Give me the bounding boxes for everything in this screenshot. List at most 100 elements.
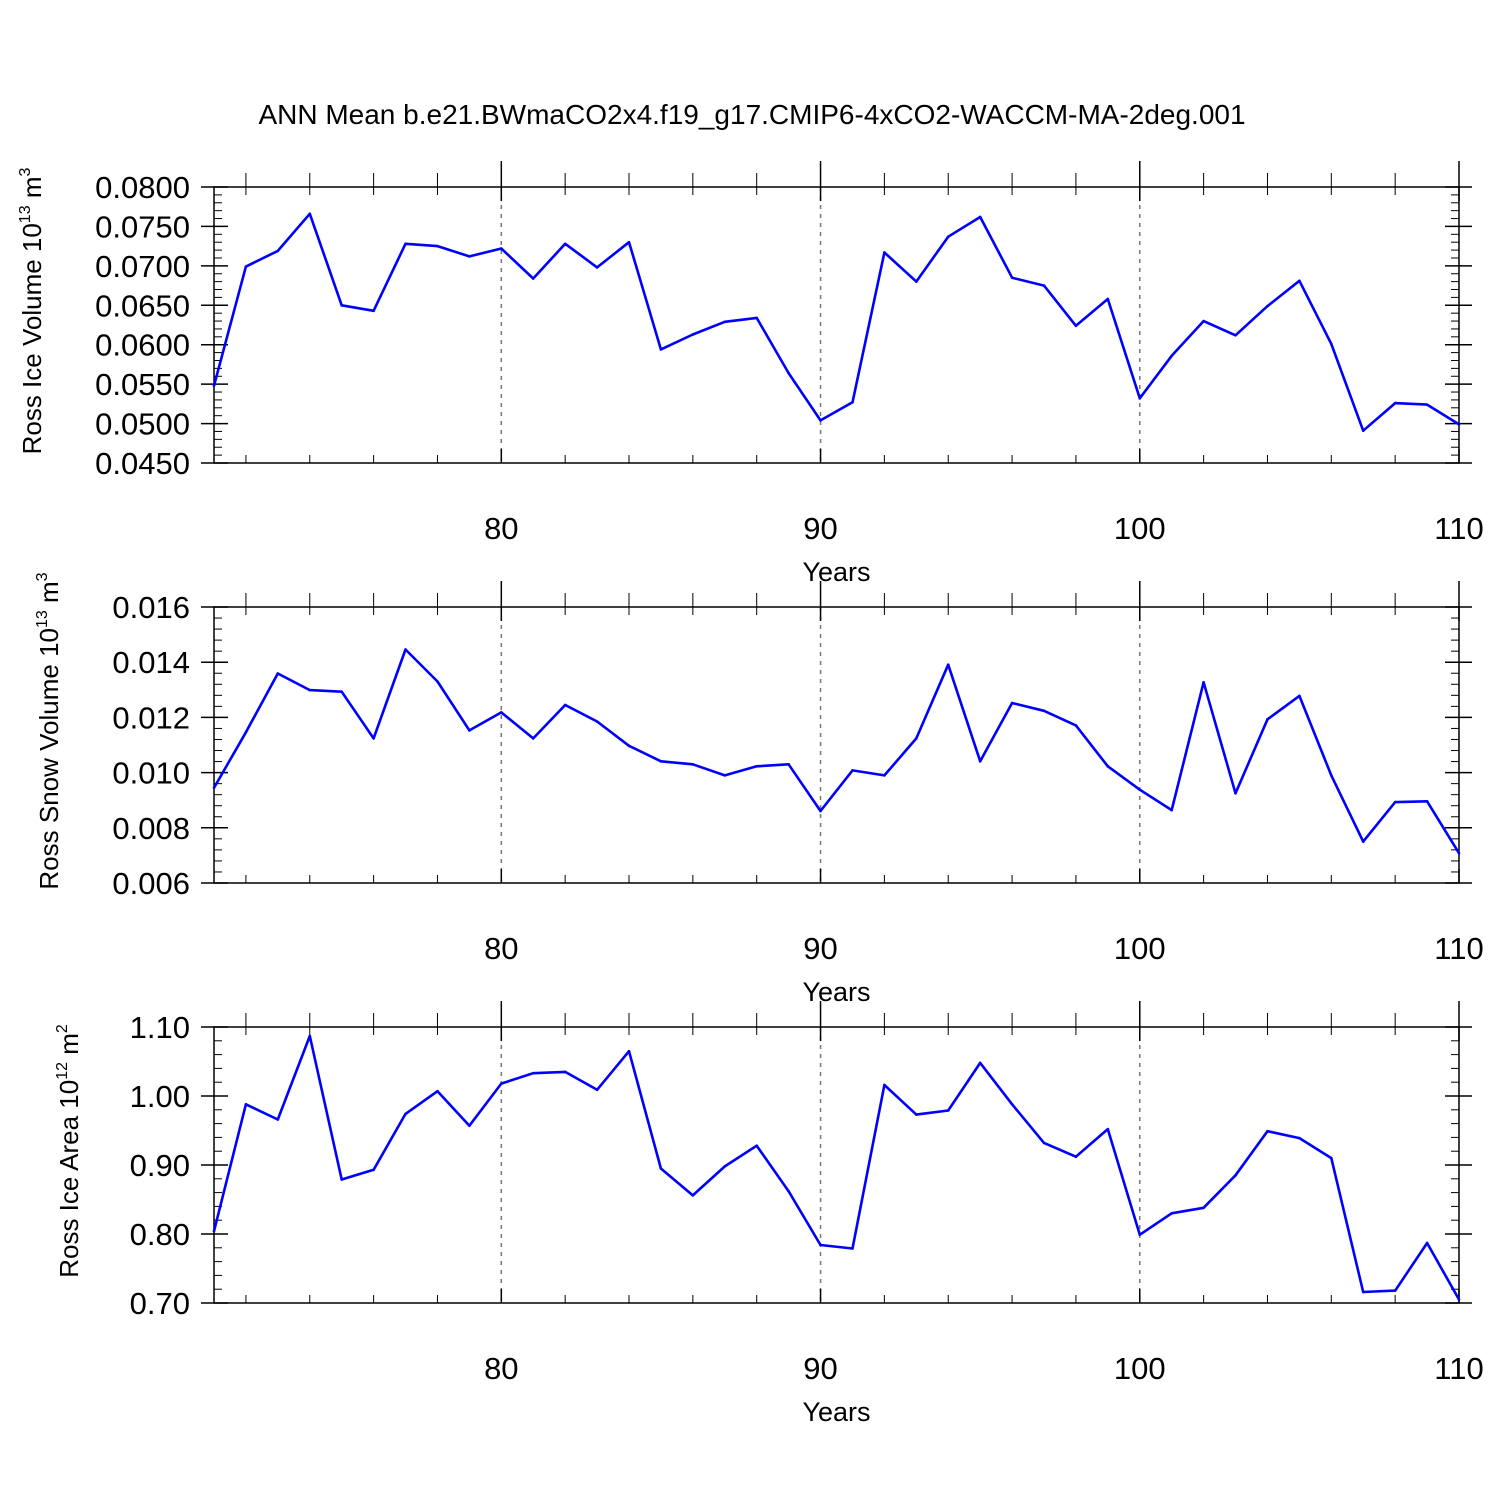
data-point <box>595 1088 599 1092</box>
data-point <box>531 277 535 280</box>
data-point <box>978 759 982 763</box>
x-axis-label: Years <box>802 977 870 1007</box>
data-point <box>436 680 439 683</box>
data-point <box>1234 1174 1237 1177</box>
data-point <box>372 1168 375 1172</box>
data-point <box>883 251 886 254</box>
data-point <box>468 255 471 258</box>
series-line <box>212 212 1460 433</box>
x-tick-label: 90 <box>803 511 837 546</box>
chart-panel-2: 0.006 0.008 0.010 0.012 0.014 0.016 80 90 100 110… <box>34 572 1484 1007</box>
data-point <box>340 1178 343 1181</box>
chart-panel-1: 0.0450 0.0500 0.0550 0.0600 0.0650 0.0700 0.07… <box>17 161 1484 587</box>
data-point <box>1042 709 1046 713</box>
y-axis-label: Ross Ice Volume 1013 m3 <box>17 167 47 454</box>
data-point <box>1202 1206 1205 1210</box>
data-point <box>1266 304 1269 308</box>
data-point <box>595 266 599 269</box>
data-point <box>755 1144 758 1147</box>
data-point <box>819 1243 822 1247</box>
data-point <box>691 763 695 766</box>
data-point <box>212 1229 216 1233</box>
data-point <box>627 240 631 244</box>
data-point <box>1330 342 1333 346</box>
y-tick-label: 0.0550 <box>95 367 190 402</box>
data-point <box>755 316 758 320</box>
data-point <box>436 244 439 248</box>
data-point <box>1457 851 1461 855</box>
data-point <box>1234 792 1237 795</box>
data-point <box>1170 354 1173 358</box>
data-point <box>212 384 216 388</box>
data-point <box>1106 764 1110 768</box>
y-tick-label: 0.008 <box>112 811 190 846</box>
y-tick-label: 0.0750 <box>95 209 190 244</box>
x-axis-label: Years <box>802 1397 870 1427</box>
y-axis-label: Ross Ice Area 1012 m2 <box>54 1024 84 1278</box>
data-point <box>372 309 375 313</box>
y-tick-label: 0.014 <box>112 645 190 680</box>
plot-frame <box>213 186 1460 464</box>
data-point <box>946 1109 950 1112</box>
data-point <box>1330 774 1333 777</box>
x-tick-label: 100 <box>1114 1351 1166 1386</box>
data-point <box>1266 1129 1269 1133</box>
data-point <box>308 688 312 692</box>
data-point <box>787 763 790 766</box>
x-tick-label: 100 <box>1114 931 1166 966</box>
x-tick-label: 110 <box>1434 931 1483 966</box>
data-point <box>1393 1289 1397 1292</box>
data-point <box>1425 403 1429 406</box>
data-point <box>308 1034 312 1038</box>
data-point <box>659 759 663 763</box>
data-point <box>531 1071 535 1075</box>
y-tick-label: 0.90 <box>130 1148 190 1183</box>
data-point <box>563 703 567 707</box>
data-point <box>212 786 216 790</box>
data-point <box>659 1167 663 1170</box>
data-point <box>1298 279 1301 283</box>
data-point <box>500 247 503 250</box>
data-point <box>659 348 663 351</box>
data-point <box>468 1124 471 1127</box>
data-point <box>1010 1102 1014 1106</box>
y-tick-label: 0.006 <box>112 866 190 901</box>
data-point <box>1266 718 1269 721</box>
x-tick-label: 90 <box>803 1351 837 1386</box>
x-tick-label: 80 <box>484 511 518 546</box>
data-point <box>1361 429 1365 432</box>
data-point <box>627 1049 631 1053</box>
y-tick-label: 0.70 <box>130 1286 190 1321</box>
data-point <box>723 1165 727 1168</box>
data-point <box>1330 1156 1333 1160</box>
data-point <box>500 711 503 714</box>
data-point <box>1138 788 1142 792</box>
x-tick-label: 90 <box>803 931 837 966</box>
data-point <box>691 1194 695 1197</box>
y-tick-label: 1.10 <box>130 1010 190 1045</box>
data-point <box>340 690 343 694</box>
y-tick-label: 0.0800 <box>95 170 190 205</box>
data-point <box>1138 397 1142 400</box>
data-point <box>1393 401 1397 405</box>
data-point <box>276 672 280 675</box>
data-point <box>691 333 695 336</box>
data-point <box>244 1102 248 1106</box>
data-point <box>915 280 918 283</box>
x-tick-label: 80 <box>484 1351 518 1386</box>
data-point <box>946 235 950 238</box>
data-point <box>851 400 854 404</box>
data-point <box>404 648 407 651</box>
data-point <box>1361 1290 1365 1294</box>
series-line <box>212 648 1461 854</box>
data-point <box>340 303 343 307</box>
plot-frame <box>213 1026 1460 1304</box>
data-point <box>1393 800 1397 804</box>
data-point <box>1425 1241 1429 1245</box>
data-point <box>915 737 918 740</box>
data-point <box>563 1070 567 1074</box>
data-point <box>1010 276 1014 279</box>
plot-frame <box>213 606 1460 884</box>
data-point <box>244 265 248 268</box>
data-point <box>978 1061 982 1065</box>
